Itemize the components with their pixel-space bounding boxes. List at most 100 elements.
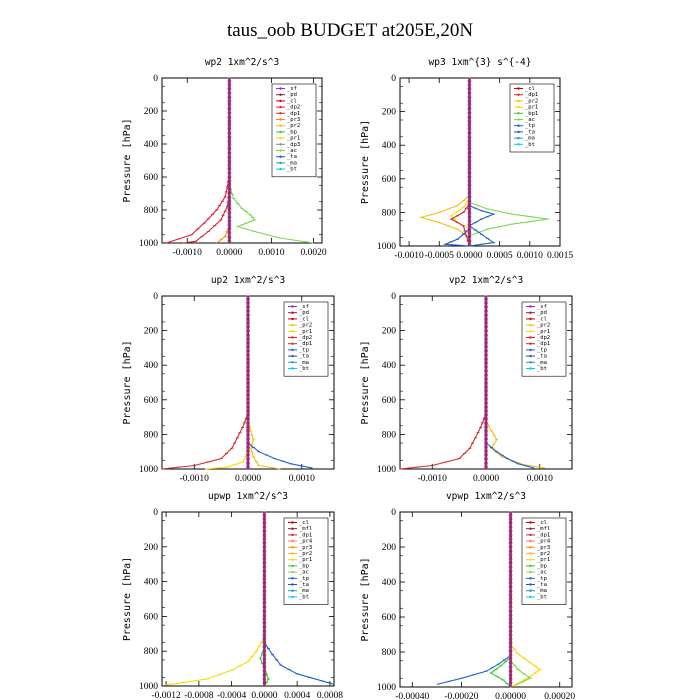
legend-entry: _dp1	[537, 532, 550, 538]
plot-title: up2 1xm^2/s^3	[211, 275, 285, 286]
legend-entry: _dp1	[299, 532, 312, 538]
plot-title: wp3 1xm^{3} s^{-4}	[429, 57, 532, 68]
legend-marker	[529, 367, 532, 370]
y-tick-label: 1000	[139, 465, 158, 475]
y-tick-label: 200	[382, 543, 397, 553]
legend-entry: _cl	[299, 316, 309, 322]
series-line-dp2	[166, 78, 230, 244]
y-tick-label: 400	[144, 578, 159, 588]
plot-panel-5: upwp 1xm^2/s^3 Pressure [hPa] 0 200 400 600 80…	[122, 491, 343, 700]
y-tick-label: 800	[144, 647, 159, 657]
plot-title: vpwp 1xm^2/s^3	[446, 491, 526, 502]
y-tick-label: 600	[144, 173, 159, 183]
y-tick-label: 600	[144, 396, 159, 406]
legend-marker	[291, 311, 294, 314]
plot-title: upwp 1xm^2/s^3	[208, 491, 288, 502]
y-tick-label: 1000	[377, 465, 396, 475]
y-tick-label: 400	[382, 361, 397, 371]
legend-marker	[529, 533, 532, 537]
x-tick-label: 0.0015	[547, 251, 573, 261]
legend-marker	[279, 130, 282, 134]
legend-marker	[529, 305, 532, 308]
legend-marker	[529, 570, 532, 574]
legend-entry: _ma	[299, 360, 309, 366]
legend-entry: _pr2	[537, 323, 550, 329]
legend-entry: _pr2	[287, 123, 300, 129]
series-line-dp1	[450, 78, 470, 247]
legend-marker	[529, 311, 532, 314]
plot-frame	[399, 511, 573, 688]
x-tick-label: 0.0000	[456, 251, 482, 261]
legend-entry: _tp	[299, 347, 309, 353]
legend-entry: _tp	[299, 576, 309, 582]
y-tick-label: 600	[382, 175, 397, 185]
legend-marker	[517, 118, 520, 121]
legend-entry: _ta	[299, 354, 309, 360]
y-tick-label: 0	[153, 292, 158, 302]
x-tick-label: 0.0010	[258, 248, 284, 258]
x-tick-label: -0.0010	[394, 251, 424, 261]
legend-marker	[517, 124, 520, 127]
plot-panel-6: vpwp 1xm^2/s^3 Pressure [hPa] 0 200 400 600 80…	[360, 491, 575, 700]
plot-title: wp2 1xm^2/s^3	[205, 57, 279, 68]
y-tick-label: 0	[391, 508, 396, 518]
legend-marker	[291, 317, 294, 321]
legend-marker	[529, 595, 532, 599]
legend-marker	[291, 558, 294, 561]
series-line-pr2	[247, 296, 281, 470]
legend-entry: _mfl	[537, 526, 550, 532]
legend-marker	[291, 323, 294, 327]
legend-entry: _dp1	[537, 341, 550, 347]
legend-entry: _pr4	[299, 539, 313, 545]
plot-panel-2: wp3 1xm^{3} s^{-4} Pressure [hPa] 0 200 400 6…	[360, 57, 573, 261]
legend-marker	[279, 161, 282, 165]
legend-entry: _cl	[537, 520, 547, 526]
x-tick-label: -0.0010	[180, 474, 210, 484]
legend-marker	[291, 521, 294, 524]
legend-entry: _pr2	[537, 551, 550, 557]
x-tick-label: -0.00020	[444, 692, 478, 700]
legend-entry: _ta	[525, 129, 535, 135]
y-tick-label: 600	[144, 612, 159, 622]
plot-panel-4: vp2 1xm^2/s^3 Pressure [hPa] 0 200 400 600 800…	[360, 275, 573, 484]
legend-box	[271, 83, 317, 178]
series-line-tp	[436, 512, 512, 685]
legend-marker	[529, 521, 532, 524]
legend-marker	[529, 577, 532, 580]
legend-box	[521, 517, 567, 605]
legend-entry: _dp1	[287, 111, 300, 117]
y-tick-label: 1000	[377, 242, 396, 252]
legend-marker	[517, 112, 520, 115]
legend-entry: _ma	[537, 360, 547, 366]
legend-entry: _ac	[287, 148, 297, 154]
legend-entry: _pr1	[287, 136, 300, 142]
y-tick-label: 0	[153, 508, 158, 518]
legend-entry: _ac	[299, 570, 309, 576]
legend-marker	[517, 93, 520, 96]
legend-marker	[291, 533, 294, 537]
legend-box	[509, 83, 555, 153]
x-tick-label: 0.00020	[544, 692, 575, 700]
legend-entry: _pr2	[299, 323, 312, 329]
legend-marker	[529, 527, 532, 530]
y-tick-label: 800	[144, 430, 159, 440]
legend-marker	[529, 539, 532, 543]
legend-entry: _tp	[525, 123, 535, 129]
y-tick-label: 0	[391, 74, 396, 84]
y-tick-label: 800	[382, 430, 397, 440]
y-tick-label: 400	[382, 141, 397, 151]
legend-marker	[517, 99, 520, 103]
legend-marker	[291, 361, 294, 364]
legend-marker	[291, 336, 294, 339]
legend-entry: _bt	[525, 142, 535, 148]
legend-marker	[529, 583, 532, 586]
y-tick-label: 200	[144, 107, 159, 117]
x-tick-label: 0.0000	[251, 691, 277, 700]
legend-marker	[529, 323, 532, 327]
legend-marker	[279, 118, 282, 121]
y-tick-label: 0	[391, 292, 396, 302]
legend-entry: _bt	[537, 366, 547, 372]
legend-box	[283, 517, 329, 605]
legend-marker	[279, 87, 282, 90]
